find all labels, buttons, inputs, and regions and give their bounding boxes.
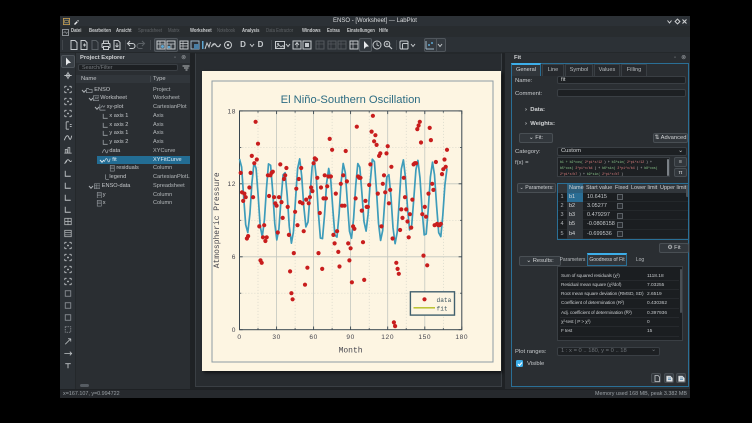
svg-text:0: 0	[232, 327, 236, 334]
svg-text:18: 18	[227, 108, 236, 115]
svg-text:6: 6	[232, 254, 236, 261]
svg-text:0: 0	[237, 334, 241, 341]
svg-text:data: data	[437, 297, 452, 304]
svg-text:90: 90	[346, 334, 355, 341]
svg-text:Atmospheric Pressure: Atmospheric Pressure	[213, 172, 222, 268]
svg-text:12: 12	[227, 181, 236, 188]
svg-text:150: 150	[418, 334, 431, 341]
svg-text:Month: Month	[339, 347, 363, 356]
svg-text:180: 180	[455, 334, 468, 341]
svg-text:El Niño-Southern Oscillation: El Niño-Southern Oscillation	[281, 94, 421, 106]
svg-text:30: 30	[272, 334, 281, 341]
svg-text:120: 120	[381, 334, 394, 341]
svg-text:fit: fit	[437, 305, 448, 312]
svg-text:60: 60	[309, 334, 318, 341]
